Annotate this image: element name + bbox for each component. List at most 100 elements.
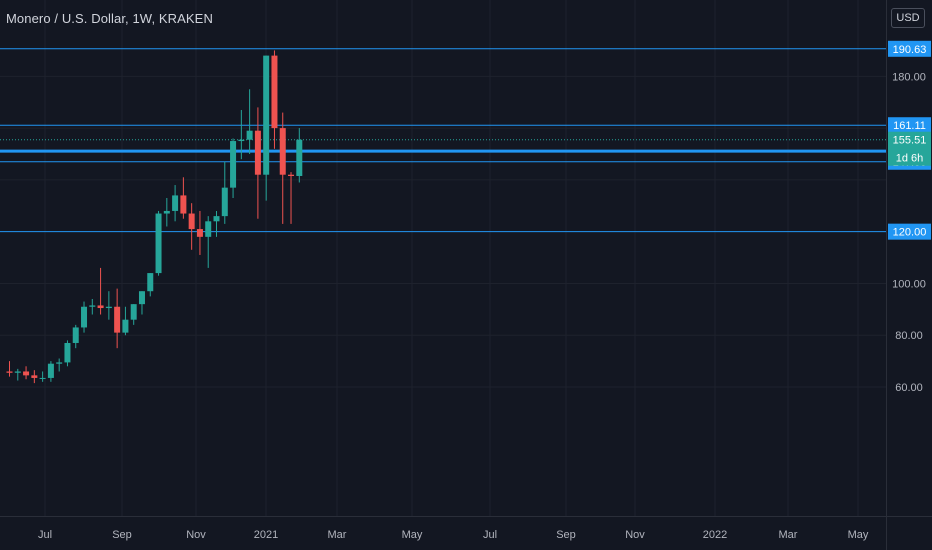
candle-body bbox=[56, 362, 63, 364]
candle-body bbox=[230, 141, 237, 188]
candle bbox=[72, 324, 79, 349]
price-tick-label: 60.00 bbox=[895, 382, 923, 394]
candle-body bbox=[130, 304, 137, 320]
candle-body bbox=[296, 139, 303, 176]
time-tick-label: Sep bbox=[112, 529, 132, 541]
level-price-label[interactable]: 161.11 bbox=[888, 117, 931, 134]
candle bbox=[238, 109, 245, 160]
candle-body bbox=[72, 327, 79, 343]
candle-body bbox=[246, 130, 253, 140]
candle bbox=[221, 161, 228, 224]
candle-body bbox=[279, 128, 286, 175]
price-tick-label: 180.00 bbox=[892, 71, 926, 83]
candle-body bbox=[155, 213, 162, 274]
candle bbox=[105, 291, 112, 320]
time-tick-label: Jul bbox=[483, 529, 497, 541]
time-tick-label: May bbox=[848, 529, 869, 541]
candle bbox=[147, 273, 154, 297]
current-price-text: 155.51 bbox=[893, 135, 927, 147]
candle bbox=[163, 198, 170, 227]
candle-body bbox=[147, 273, 154, 292]
time-tick-label: Jul bbox=[38, 529, 52, 541]
chart-title: Monero / U.S. Dollar, 1W, KRAKEN bbox=[6, 11, 213, 26]
candle bbox=[130, 304, 137, 325]
candle bbox=[279, 112, 286, 224]
horizontal-levels[interactable] bbox=[0, 48, 886, 233]
candle bbox=[180, 177, 187, 219]
candle-body bbox=[31, 375, 38, 378]
candle-body bbox=[205, 221, 212, 237]
candle-body bbox=[122, 319, 129, 333]
candle-body bbox=[221, 187, 228, 217]
candle bbox=[6, 361, 13, 377]
candle bbox=[89, 298, 96, 315]
candle-body bbox=[97, 305, 104, 309]
time-tick-label: 2022 bbox=[703, 529, 727, 541]
candle-body bbox=[238, 139, 245, 142]
candle-body bbox=[138, 291, 145, 305]
candle-body bbox=[114, 306, 121, 333]
candle-body bbox=[81, 306, 88, 328]
candle-body bbox=[23, 371, 30, 376]
candle-body bbox=[47, 363, 54, 378]
candle-body bbox=[271, 55, 278, 129]
candle bbox=[122, 306, 129, 336]
time-tick-label: Sep bbox=[556, 529, 576, 541]
candle-body bbox=[263, 55, 270, 175]
candle bbox=[39, 371, 46, 382]
candle-body bbox=[163, 210, 170, 214]
candle bbox=[230, 138, 237, 199]
candle bbox=[138, 291, 145, 315]
grid-lines bbox=[0, 0, 886, 516]
candle bbox=[23, 366, 30, 380]
candle bbox=[246, 89, 253, 154]
candle bbox=[14, 368, 21, 381]
currency-selector[interactable]: USD bbox=[891, 8, 925, 28]
level-price-label-text: 120.00 bbox=[893, 227, 927, 239]
time-tick-label: 2021 bbox=[254, 529, 278, 541]
candle bbox=[172, 185, 179, 222]
level-price-label[interactable]: 120.00 bbox=[888, 223, 931, 240]
candle bbox=[196, 210, 203, 255]
current-price-bg bbox=[888, 131, 931, 166]
candle bbox=[296, 128, 303, 183]
level-price-label-bg bbox=[888, 40, 931, 57]
candlestick-series bbox=[6, 50, 303, 384]
candle bbox=[97, 267, 104, 315]
candle-body bbox=[172, 195, 179, 211]
level-price-label-bg bbox=[888, 117, 931, 134]
candle-body bbox=[213, 216, 220, 222]
candle bbox=[155, 210, 162, 276]
candle-body bbox=[288, 174, 295, 176]
candle-body bbox=[89, 305, 96, 307]
candle-body bbox=[196, 229, 203, 237]
candle bbox=[56, 358, 63, 372]
time-axis[interactable]: Jul Sep Nov 2021 Mar May Jul Sep Nov 2022 Mar May bbox=[0, 516, 932, 542]
candle bbox=[188, 203, 195, 250]
candle-body bbox=[188, 213, 195, 230]
candle-body bbox=[64, 342, 71, 363]
candle-body bbox=[6, 371, 13, 373]
countdown-text: 1d 6h bbox=[896, 153, 924, 165]
level-price-label-bg bbox=[888, 223, 931, 240]
current-price-label[interactable]: 155.51 1d 6h bbox=[888, 131, 931, 166]
time-tick-label: Nov bbox=[186, 529, 206, 541]
candle bbox=[81, 301, 88, 333]
candle bbox=[47, 361, 54, 382]
candle bbox=[31, 370, 38, 384]
candle-body bbox=[254, 130, 261, 175]
price-tick-label: 80.00 bbox=[895, 330, 923, 342]
level-price-label-text: 161.11 bbox=[893, 120, 926, 132]
candle bbox=[213, 210, 220, 237]
candle bbox=[114, 288, 121, 349]
price-tick-label: 100.00 bbox=[892, 278, 926, 290]
candle bbox=[64, 340, 71, 367]
candle bbox=[263, 55, 270, 201]
candle bbox=[271, 50, 278, 149]
price-axis[interactable]: 180.00100.0080.0060.00190.63161.11147.00… bbox=[886, 0, 932, 550]
candle bbox=[205, 216, 212, 268]
time-tick-label: Mar bbox=[328, 529, 347, 541]
level-price-label[interactable]: 190.63 bbox=[888, 40, 931, 57]
time-tick-label: Nov bbox=[625, 529, 645, 541]
